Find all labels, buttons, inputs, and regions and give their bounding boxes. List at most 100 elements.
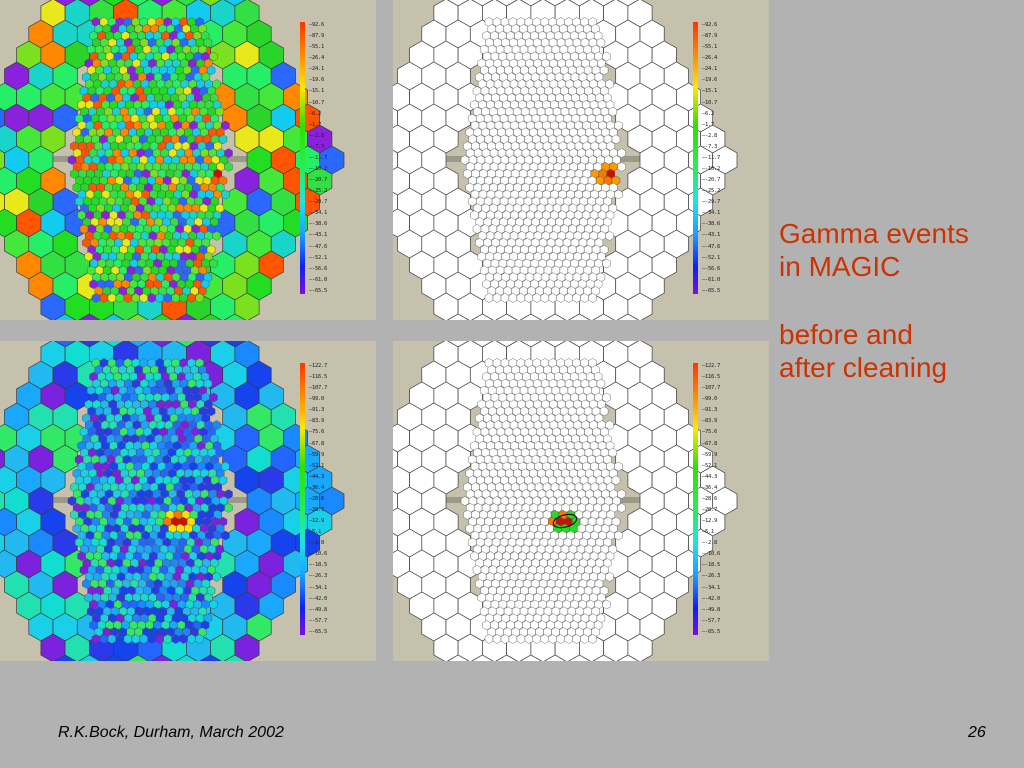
- scale-label: —-2.8: [309, 132, 325, 139]
- scale-label: —-61.0: [702, 276, 721, 283]
- scale-label: —-20.7: [702, 177, 721, 184]
- scale-label: —-34.1: [702, 210, 721, 217]
- scale-label: —67.8: [309, 440, 325, 447]
- scale-label: —-2.8: [702, 132, 718, 139]
- camera-display-top-left: —92.6 —87.9 —55.1 —26.4 —24.1 —19.6 —15.1 —10.7…: [0, 0, 376, 320]
- scale-label: —-25.2: [702, 188, 721, 195]
- scale-label: —-61.0: [309, 276, 328, 283]
- scale-label: —83.9: [702, 418, 718, 425]
- scale-label: —122.7: [309, 363, 328, 369]
- scale-label: —-49.8: [309, 606, 328, 613]
- footer-author: R.K.Bock, Durham, March 2002: [58, 724, 284, 741]
- scale-label: —-29.7: [702, 199, 721, 206]
- scale-label: —-34.1: [702, 584, 721, 591]
- scale-label: —-47.6: [309, 243, 328, 250]
- scale-label: —44.3: [309, 473, 325, 480]
- scale-label: —-65.5: [702, 628, 721, 635]
- scale-label: —28.6: [309, 495, 325, 502]
- scale-label: —-16.2: [309, 166, 328, 173]
- camera-pixel-map: [0, 341, 345, 661]
- scale-label: —-52.1: [309, 254, 328, 261]
- scale-label: —36.4: [309, 484, 325, 491]
- scale-label: —59.9: [702, 451, 718, 458]
- scale-label: —-65.5: [309, 287, 328, 294]
- color-scale-ticks: —122.7 —116.5 —107.7 —99.0 —91.3 —83.9 —75.6 —6…: [702, 363, 742, 635]
- scale-label: —-56.6: [309, 265, 328, 272]
- scale-label: —-57.7: [702, 617, 721, 624]
- scale-label: —-11.7: [309, 154, 328, 161]
- scale-label: —26.4: [309, 55, 325, 62]
- page-number: 26: [968, 724, 986, 741]
- scale-label: —20.7: [702, 507, 718, 514]
- scale-label: —-38.6: [702, 221, 721, 228]
- color-scale-ticks: —122.7 —116.5 —107.7 —99.0 —91.3 —83.9 —75.6 —6…: [309, 363, 349, 635]
- color-scale-bar: [300, 363, 305, 635]
- scale-label: —24.1: [702, 66, 718, 73]
- scale-label: —28.6: [702, 495, 718, 502]
- scale-label: —87.9: [702, 33, 718, 40]
- scale-label: —99.0: [309, 396, 325, 403]
- slide-title-line-1: Gamma events: [779, 218, 969, 249]
- scale-label: —-29.7: [309, 199, 328, 206]
- scale-label: —99.0: [702, 396, 718, 403]
- slide-subtitle-line-1: before and: [779, 319, 913, 350]
- scale-label: —-65.5: [309, 628, 328, 635]
- scale-label: —-43.1: [309, 232, 328, 239]
- camera-display-bottom-left: —122.7 —116.5 —107.7 —99.0 —91.3 —83.9 —75.6 —6…: [0, 341, 376, 661]
- scale-label: —-26.3: [702, 573, 721, 580]
- scale-label: —-2.8: [702, 540, 718, 547]
- slide-title-line-2: in MAGIC: [779, 251, 901, 282]
- color-scale-bar: [693, 22, 698, 294]
- scale-label: —-2.8: [309, 540, 325, 547]
- scale-label: —-7.3: [702, 143, 718, 150]
- scale-label: —6.2: [309, 110, 322, 117]
- color-scale-ticks: —92.6 —87.9 —55.1 —26.4 —24.1 —19.6 —15.1 —10.7…: [309, 22, 349, 294]
- scale-label: —92.6: [702, 22, 718, 28]
- scale-label: —-42.0: [702, 595, 721, 602]
- scale-label: —19.6: [702, 77, 718, 84]
- scale-label: —10.7: [309, 99, 325, 106]
- scale-label: —-20.7: [309, 177, 328, 184]
- scale-label: —19.6: [309, 77, 325, 84]
- scale-label: —-47.6: [702, 243, 721, 250]
- scale-label: —-11.7: [702, 154, 721, 161]
- slide-subtitle: before and after cleaning: [779, 318, 947, 384]
- scale-label: —67.8: [702, 440, 718, 447]
- scale-label: —15.1: [702, 88, 718, 95]
- scale-label: —10.7: [702, 99, 718, 106]
- scale-label: —12.9: [702, 518, 718, 525]
- scale-label: —-16.2: [702, 166, 721, 173]
- scale-label: —-38.6: [309, 221, 328, 228]
- scale-label: —116.5: [309, 374, 328, 381]
- scale-label: —26.4: [702, 55, 718, 62]
- slide-subtitle-line-2: after cleaning: [779, 352, 948, 383]
- scale-label: —83.9: [309, 418, 325, 425]
- color-scale-ticks: —92.6 —87.9 —55.1 —26.4 —24.1 —19.6 —15.1 —10.7…: [702, 22, 742, 294]
- scale-label: —20.7: [309, 507, 325, 514]
- scale-label: —24.1: [309, 66, 325, 73]
- scale-label: —87.9: [309, 33, 325, 40]
- scale-label: —92.6: [309, 22, 325, 28]
- scale-label: —55.1: [702, 44, 718, 51]
- scale-label: —-49.8: [702, 606, 721, 613]
- scale-label: —-26.3: [309, 573, 328, 580]
- camera-pixel-map: [393, 341, 738, 661]
- scale-label: —-43.1: [702, 232, 721, 239]
- camera-pixel-map: [0, 0, 345, 320]
- scale-label: —44.3: [702, 473, 718, 480]
- scale-label: —52.1: [702, 462, 718, 469]
- scale-label: —1.7: [702, 121, 715, 128]
- scale-label: —107.7: [702, 385, 721, 392]
- scale-label: —116.5: [702, 374, 721, 381]
- scale-label: —107.7: [309, 385, 328, 392]
- camera-display-top-right: —92.6 —87.9 —55.1 —26.4 —24.1 —19.6 —15.1 —10.7…: [393, 0, 769, 320]
- scale-label: —12.9: [309, 518, 325, 525]
- scale-label: —-57.7: [309, 617, 328, 624]
- slide-title: Gamma events in MAGIC: [779, 217, 969, 283]
- color-scale-bar: [300, 22, 305, 294]
- scale-label: —5.1: [309, 529, 322, 536]
- scale-label: —6.2: [702, 110, 715, 117]
- scale-label: —-10.6: [309, 551, 328, 558]
- scale-label: —15.1: [309, 88, 325, 95]
- scale-label: —52.1: [309, 462, 325, 469]
